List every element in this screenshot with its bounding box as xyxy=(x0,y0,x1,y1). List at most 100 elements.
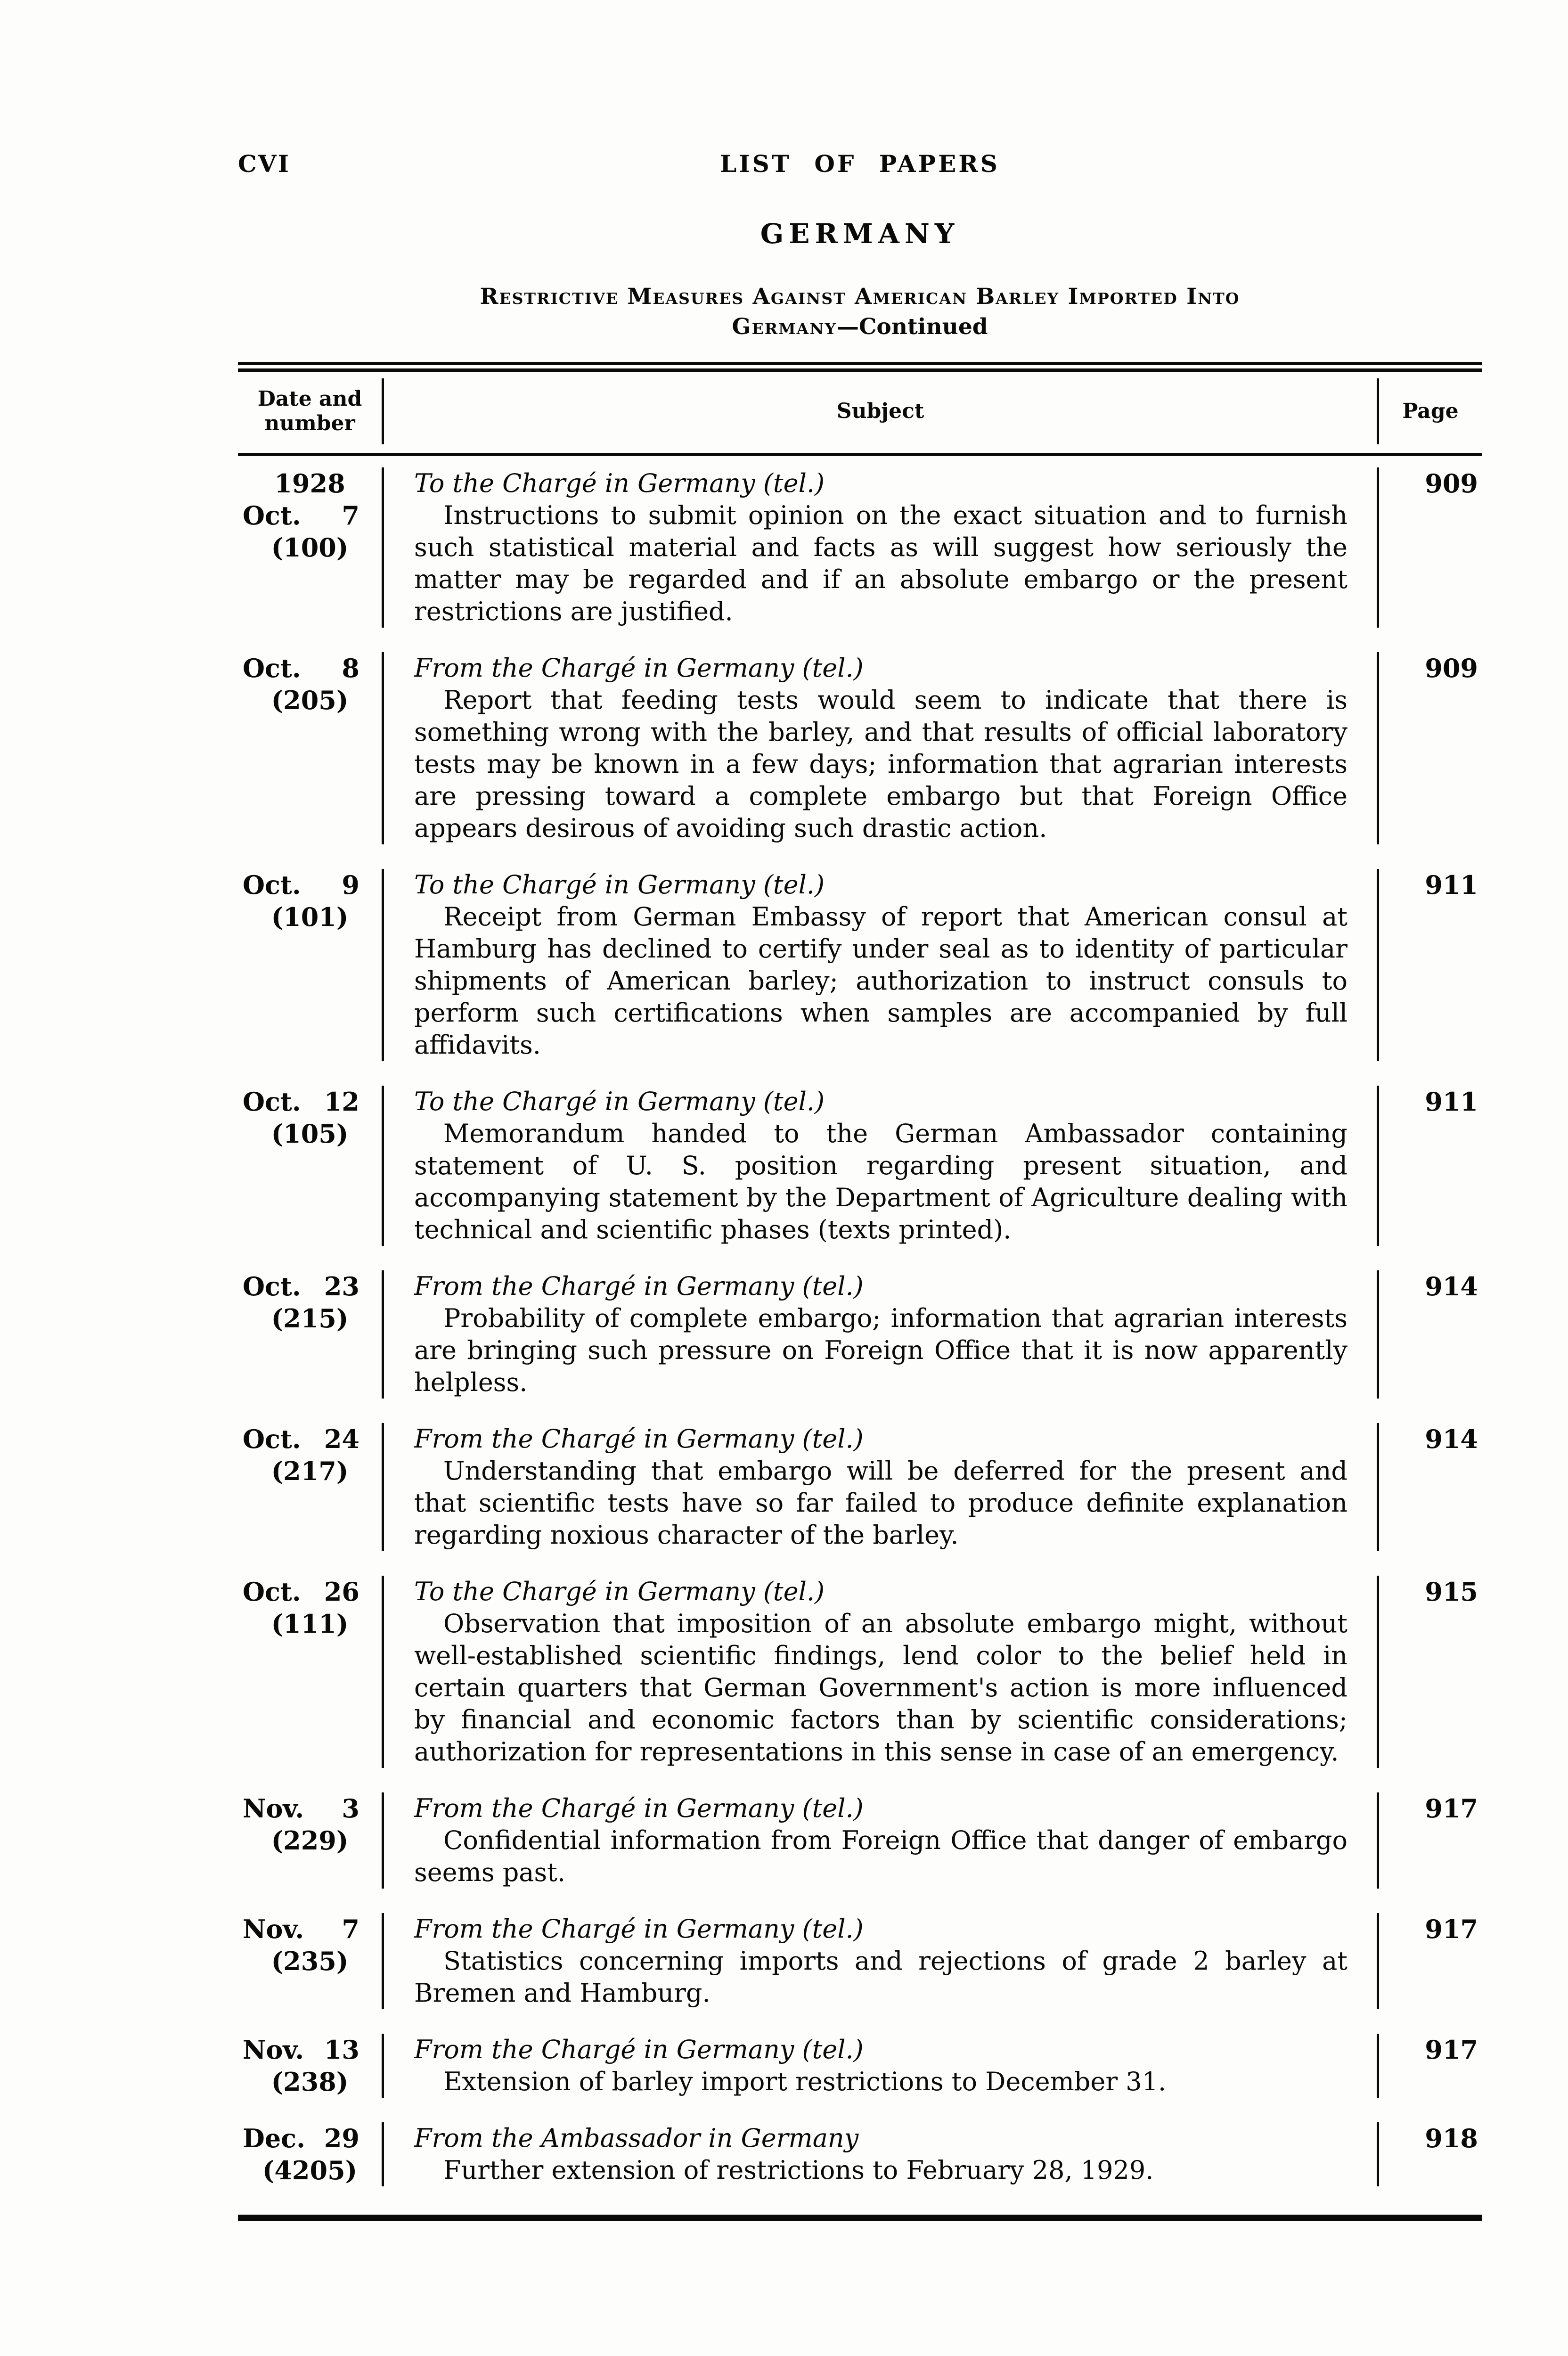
date-day: 24 xyxy=(324,1424,359,1454)
document-date: Oct. 8 xyxy=(238,652,359,684)
document-date: Nov. 3 xyxy=(238,1792,359,1824)
page-number: 914 xyxy=(1425,1271,1478,1301)
document-title: From the Chargé in Germany (tel.) xyxy=(414,653,864,683)
date-month: Oct. xyxy=(243,870,301,900)
subject-cell: From the Chargé in Germany (tel.) Report… xyxy=(382,652,1379,844)
subject-cell: To the Chargé in Germany (tel.) Observat… xyxy=(382,1576,1379,1768)
document-number: (111) xyxy=(271,1609,349,1639)
document-number: (100) xyxy=(271,532,349,563)
document-date: Oct. 12 xyxy=(238,1086,359,1118)
list-subtitle: Restrictive Measures Against American Ba… xyxy=(238,282,1482,342)
subtitle-line2-continued: —Continued xyxy=(836,314,988,340)
document-summary: Observation that imposition of an absolu… xyxy=(414,1609,1348,1767)
subject-cell: From the Chargé in Germany (tel.) Probab… xyxy=(382,1270,1379,1399)
document-summary: Instructions to submit opinion on the ex… xyxy=(414,500,1348,626)
column-header-date-number: Date and number xyxy=(238,387,382,436)
date-day: 12 xyxy=(324,1087,359,1117)
date-month: Oct. xyxy=(243,500,301,531)
document-number: (235) xyxy=(271,1946,349,1976)
date-month: Nov. xyxy=(243,2035,304,2065)
document-date: Oct. 24 xyxy=(238,1423,359,1455)
document-date: Nov. 13 xyxy=(238,2034,359,2066)
page-number: 917 xyxy=(1425,2035,1478,2065)
date-cell: Nov. 13 (238) xyxy=(238,2034,382,2098)
table-body: 1928 Oct. 7 (100) To the Chargé in Germa… xyxy=(238,456,1482,2215)
page-number: 914 xyxy=(1425,1424,1478,1454)
table-row: Nov. 7 (235) From the Chargé in Germany … xyxy=(238,1913,1482,2009)
subject-cell: From the Chargé in Germany (tel.) Confid… xyxy=(382,1792,1379,1889)
document-number: (205) xyxy=(271,685,349,715)
document-summary: Extension of barley import restrictions … xyxy=(443,2067,1167,2096)
table-row: Dec. 29 (4205) From the Ambassador in Ge… xyxy=(238,2122,1482,2186)
page-folio: CVI xyxy=(238,150,290,178)
document-summary: Report that feeding tests would seem to … xyxy=(414,685,1348,843)
date-day: 8 xyxy=(342,653,359,683)
document-summary: Statistics concerning imports and reject… xyxy=(414,1946,1348,2008)
document-title: To the Chargé in Germany (tel.) xyxy=(414,870,825,900)
page-number: 917 xyxy=(1425,1793,1478,1824)
date-cell: Oct. 9 (101) xyxy=(238,869,382,1061)
subtitle-line1: Restrictive Measures Against American Ba… xyxy=(480,284,1240,310)
page-number: 911 xyxy=(1425,1087,1478,1117)
subject-cell: From the Ambassador in Germany Further e… xyxy=(382,2122,1379,2186)
date-cell: Oct. 12 (105) xyxy=(238,1086,382,1246)
document-title: To the Chargé in Germany (tel.) xyxy=(414,468,825,498)
subject-cell: From the Chargé in Germany (tel.) Extens… xyxy=(382,2034,1379,2098)
document-date: Dec. 29 xyxy=(238,2122,359,2154)
page-number: 918 xyxy=(1425,2123,1478,2153)
date-month: Oct. xyxy=(243,1577,301,1607)
subject-cell: To the Chargé in Germany (tel.) Memorand… xyxy=(382,1086,1379,1246)
table-row: Oct. 9 (101) To the Chargé in Germany (t… xyxy=(238,869,1482,1061)
date-month: Nov. xyxy=(243,1793,304,1824)
column-header-page: Page xyxy=(1402,399,1459,423)
subject-cell: From the Chargé in Germany (tel.) Statis… xyxy=(382,1913,1379,2009)
date-cell: Oct. 23 (215) xyxy=(238,1270,382,1399)
column-header-subject: Subject xyxy=(382,378,1379,444)
document-title: From the Chargé in Germany (tel.) xyxy=(414,2035,864,2064)
document-date: Oct. 26 xyxy=(238,1576,359,1608)
page-number: 915 xyxy=(1425,1577,1478,1607)
column-header-date-line1: Date and xyxy=(257,387,362,411)
document-title: From the Chargé in Germany (tel.) xyxy=(414,1793,864,1823)
table-row: Oct. 24 (217) From the Chargé in Germany… xyxy=(238,1423,1482,1551)
date-cell: Oct. 24 (217) xyxy=(238,1423,382,1551)
document-title: From the Chargé in Germany (tel.) xyxy=(414,1914,864,1944)
date-day: 7 xyxy=(342,500,359,531)
document-title: From the Ambassador in Germany xyxy=(414,2123,859,2153)
document-summary: Understanding that embargo will be defer… xyxy=(414,1456,1348,1550)
table-header-row: Date and number Subject Page xyxy=(238,372,1482,456)
year-label: 1928 xyxy=(274,468,345,499)
date-month: Oct. xyxy=(243,653,301,683)
document-summary: Receipt from German Embassy of report th… xyxy=(414,902,1348,1060)
table-row: Oct. 8 (205) From the Chargé in Germany … xyxy=(238,652,1482,844)
document-title: From the Chargé in Germany (tel.) xyxy=(414,1424,864,1454)
table-row: Oct. 23 (215) From the Chargé in Germany… xyxy=(238,1270,1482,1399)
document-summary: Confidential information from Foreign Of… xyxy=(414,1825,1348,1887)
date-cell: Nov. 3 (229) xyxy=(238,1792,382,1889)
document-number: (215) xyxy=(271,1303,349,1333)
date-cell: Oct. 26 (111) xyxy=(238,1576,382,1768)
document-number: (217) xyxy=(271,1456,349,1486)
document-summary: Probability of complete embargo; informa… xyxy=(414,1303,1348,1397)
document-number: (238) xyxy=(271,2067,349,2097)
document-number: (105) xyxy=(271,1119,349,1149)
document-number: (101) xyxy=(271,902,349,932)
running-title: LIST OF PAPERS xyxy=(720,150,1000,178)
date-month: Oct. xyxy=(243,1271,301,1301)
table-row: 1928 Oct. 7 (100) To the Chargé in Germa… xyxy=(238,467,1482,628)
document-date: Oct. 7 xyxy=(238,499,359,532)
document-title: From the Chargé in Germany (tel.) xyxy=(414,1271,864,1301)
page-number: 909 xyxy=(1425,653,1478,683)
papers-table: Date and number Subject Page 1928 Oct. 7… xyxy=(238,362,1482,2221)
document-summary: Memorandum handed to the German Ambassad… xyxy=(414,1119,1348,1244)
page-number: 909 xyxy=(1425,468,1478,499)
subject-cell: To the Chargé in Germany (tel.) Receipt … xyxy=(382,869,1379,1061)
table-row: Nov. 3 (229) From the Chargé in Germany … xyxy=(238,1792,1482,1889)
date-day: 9 xyxy=(342,870,359,900)
date-month: Oct. xyxy=(243,1087,301,1117)
table-row: Oct. 26 (111) To the Chargé in Germany (… xyxy=(238,1576,1482,1768)
date-day: 3 xyxy=(342,1793,359,1824)
date-cell: Dec. 29 (4205) xyxy=(238,2122,382,2186)
subject-cell: To the Chargé in Germany (tel.) Instruct… xyxy=(382,467,1379,628)
